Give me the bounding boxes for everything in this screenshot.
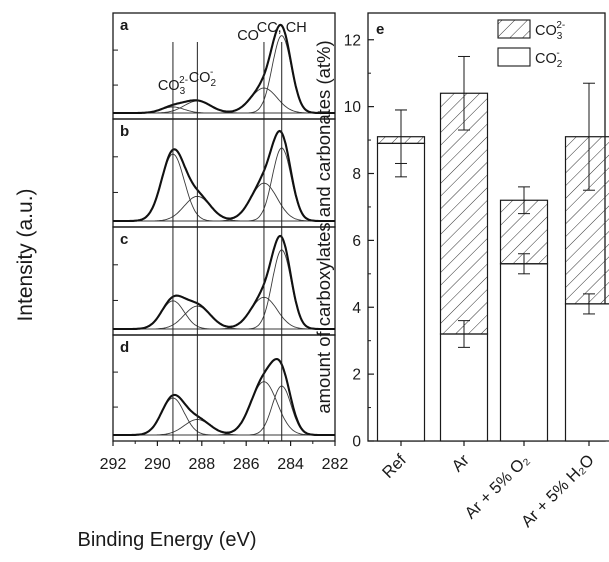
xps-x-tick-label: 286 [233, 456, 260, 473]
fit-component-4 [113, 35, 335, 114]
bar-carboxylate [499, 263, 549, 442]
legend-swatch [497, 47, 531, 67]
fit-component-4 [113, 147, 335, 222]
bar-group [499, 186, 549, 442]
xps-x-tick-label: 292 [100, 456, 127, 473]
xps-x-tick-label: 290 [144, 456, 171, 473]
bar-y-tick-label: 4 [352, 300, 361, 317]
xps-x-tick-label: 284 [277, 456, 304, 473]
bar-group [376, 109, 426, 442]
bar-y-tick-label: 12 [344, 32, 361, 49]
xps-panel-c: c [112, 226, 336, 336]
spectrum-envelope [113, 357, 335, 437]
bar-y-tick-label: 10 [344, 99, 362, 116]
peak-annotation: CO [237, 28, 259, 44]
fit-component-3 [113, 381, 335, 436]
spectrum-envelope [113, 129, 335, 223]
bar-y-tick-label: 0 [352, 434, 361, 451]
bar-carboxylate [439, 333, 489, 442]
legend: CO32- CO2- [497, 19, 565, 70]
legend-label: CO2- [535, 48, 563, 70]
spectrum-envelope [113, 23, 335, 115]
bar-y-tick-label: 8 [352, 166, 361, 183]
panel-label-a: a [120, 17, 129, 34]
legend-swatch [497, 19, 531, 39]
panel-label-e: e [376, 21, 384, 38]
bar-y-tick-label: 2 [352, 367, 361, 384]
legend-label: CO32- [535, 20, 565, 42]
bar-group [439, 55, 489, 442]
bar-carbonate [564, 136, 609, 305]
xps-panel-frame [112, 334, 336, 442]
bar-category-label: Ar + 5% O₂ [461, 451, 532, 522]
xps-x-tick-label: 288 [188, 456, 215, 473]
xps-panel-b: b [112, 118, 336, 228]
xps-panel-d: d [112, 334, 336, 442]
panel-label-b: b [120, 123, 129, 140]
peak-annotation: CO2- [189, 67, 217, 89]
xps-x-tick-label: 282 [322, 456, 349, 473]
peak-annotation: CO32- [158, 75, 188, 97]
bar-carboxylate [564, 303, 609, 442]
bar-carbonate [439, 92, 489, 335]
fit-component-3 [113, 87, 335, 114]
bar-y-axis-label: amount of carboxylates and carbonates (a… [313, 40, 334, 413]
panel-label-c: c [120, 231, 128, 248]
spectrum-envelope [113, 234, 335, 331]
xps-x-axis-label: Binding Energy (eV) [78, 529, 257, 551]
bar-category-label: Ar [448, 451, 473, 476]
fit-component-3 [113, 296, 335, 330]
panel-label-d: d [120, 339, 129, 356]
fit-component-4 [113, 249, 335, 330]
peak-annotation: CC, CH [257, 20, 307, 36]
bar-category-label: Ref [379, 451, 410, 482]
xps-y-axis-label: Intensity (a.u.) [14, 188, 37, 321]
bar-group [564, 82, 609, 442]
bar-y-tick-label: 6 [352, 233, 361, 250]
bar-carboxylate [376, 142, 426, 442]
